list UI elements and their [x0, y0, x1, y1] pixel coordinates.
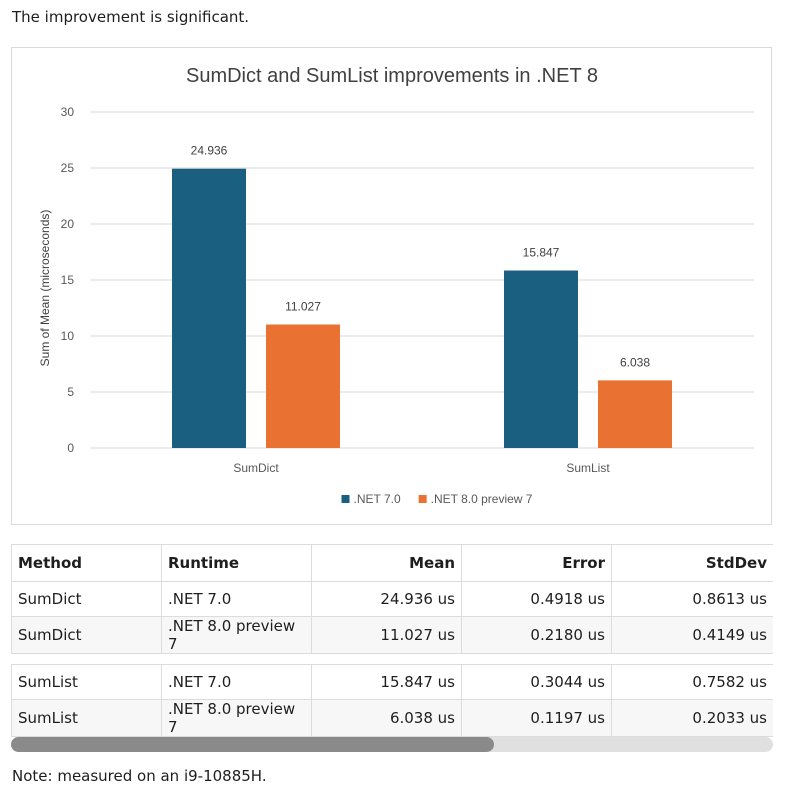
legend-label: .NET 8.0 preview 7 [431, 492, 533, 506]
cell-runtime: .NET 7.0 [161, 581, 312, 617]
chart-container: SumDict and SumList improvements in .NET… [11, 47, 772, 525]
table-row: SumList .NET 7.0 15.847 us 0.3044 us 0.7… [11, 664, 773, 700]
bar-chart: SumDict and SumList improvements in .NET… [38, 65, 754, 506]
y-tick-label: 0 [67, 441, 74, 455]
results-table: Method Runtime Mean Error StdDev SumDict… [11, 544, 773, 737]
table-header-row: Method Runtime Mean Error StdDev [11, 544, 773, 582]
legend-label: .NET 7.0 [354, 492, 401, 506]
separator-cell [11, 653, 773, 665]
intro-text: The improvement is significant. [12, 8, 250, 26]
legend-swatch [418, 495, 427, 503]
y-tick-label: 20 [61, 217, 75, 231]
data-label: 24.936 [191, 144, 228, 158]
data-label: 11.027 [285, 299, 321, 313]
table-row: SumDict .NET 8.0 preview 7 11.027 us 0.2… [11, 616, 773, 654]
cell-error: 0.2180 us [461, 616, 612, 654]
header-mean: Mean [311, 544, 462, 582]
cell-mean: 6.038 us [311, 699, 462, 737]
bar-sumlist-series-1 [598, 380, 672, 448]
cell-runtime: .NET 7.0 [161, 664, 312, 700]
y-tick-label: 10 [61, 329, 75, 343]
y-tick-label: 25 [61, 161, 75, 175]
horizontal-scrollbar[interactable] [11, 737, 773, 752]
bar-sumdict-series-0 [172, 168, 246, 448]
cell-error: 0.3044 us [461, 664, 612, 700]
cell-mean: 24.936 us [311, 581, 462, 617]
bar-sumdict-series-1 [266, 324, 340, 448]
x-category-label: SumList [566, 461, 610, 475]
cell-method: SumDict [11, 581, 162, 617]
y-tick-label: 30 [61, 105, 75, 119]
header-error: Error [461, 544, 612, 582]
data-label: 15.847 [523, 246, 560, 260]
table-row: SumList .NET 8.0 preview 7 6.038 us 0.11… [11, 699, 773, 737]
y-tick-label: 5 [67, 385, 74, 399]
cell-error: 0.1197 us [461, 699, 612, 737]
cell-stddev: 0.4149 us [611, 616, 773, 654]
data-labels: 24.936 11.027 SumDict 15.847 6.038 SumList [191, 144, 651, 475]
results-table-wrapper[interactable]: Method Runtime Mean Error StdDev SumDict… [11, 544, 773, 752]
cell-method: SumList [11, 664, 162, 700]
table-group-separator [11, 653, 773, 665]
legend-swatch [341, 495, 350, 503]
data-label: 6.038 [620, 355, 650, 369]
cell-stddev: 0.2033 us [611, 699, 773, 737]
y-axis-title: Sum of Mean (microseconds) [38, 210, 52, 367]
note-text: Note: measured on an i9-10885H. [12, 767, 267, 785]
y-tick-label: 15 [61, 273, 75, 287]
legend: .NET 7.0 .NET 8.0 preview 7 [341, 492, 533, 506]
cell-stddev: 0.7582 us [611, 664, 773, 700]
cell-mean: 11.027 us [311, 616, 462, 654]
x-category-label: SumDict [233, 461, 279, 475]
legend-item: .NET 7.0 [341, 492, 401, 506]
bar-sumlist-series-0 [504, 270, 578, 448]
scrollbar-thumb[interactable] [11, 737, 494, 752]
cell-mean: 15.847 us [311, 664, 462, 700]
legend-item: .NET 8.0 preview 7 [418, 492, 533, 506]
table-row: SumDict .NET 7.0 24.936 us 0.4918 us 0.8… [11, 581, 773, 617]
header-method: Method [11, 544, 162, 582]
cell-method: SumList [11, 699, 162, 737]
cell-runtime: .NET 8.0 preview 7 [161, 699, 312, 737]
cell-error: 0.4918 us [461, 581, 612, 617]
cell-runtime: .NET 8.0 preview 7 [161, 616, 312, 654]
cell-method: SumDict [11, 616, 162, 654]
bars [172, 168, 672, 448]
cell-stddev: 0.8613 us [611, 581, 773, 617]
header-stddev: StdDev [611, 544, 773, 582]
chart-title: SumDict and SumList improvements in .NET… [186, 65, 598, 87]
header-runtime: Runtime [161, 544, 312, 582]
